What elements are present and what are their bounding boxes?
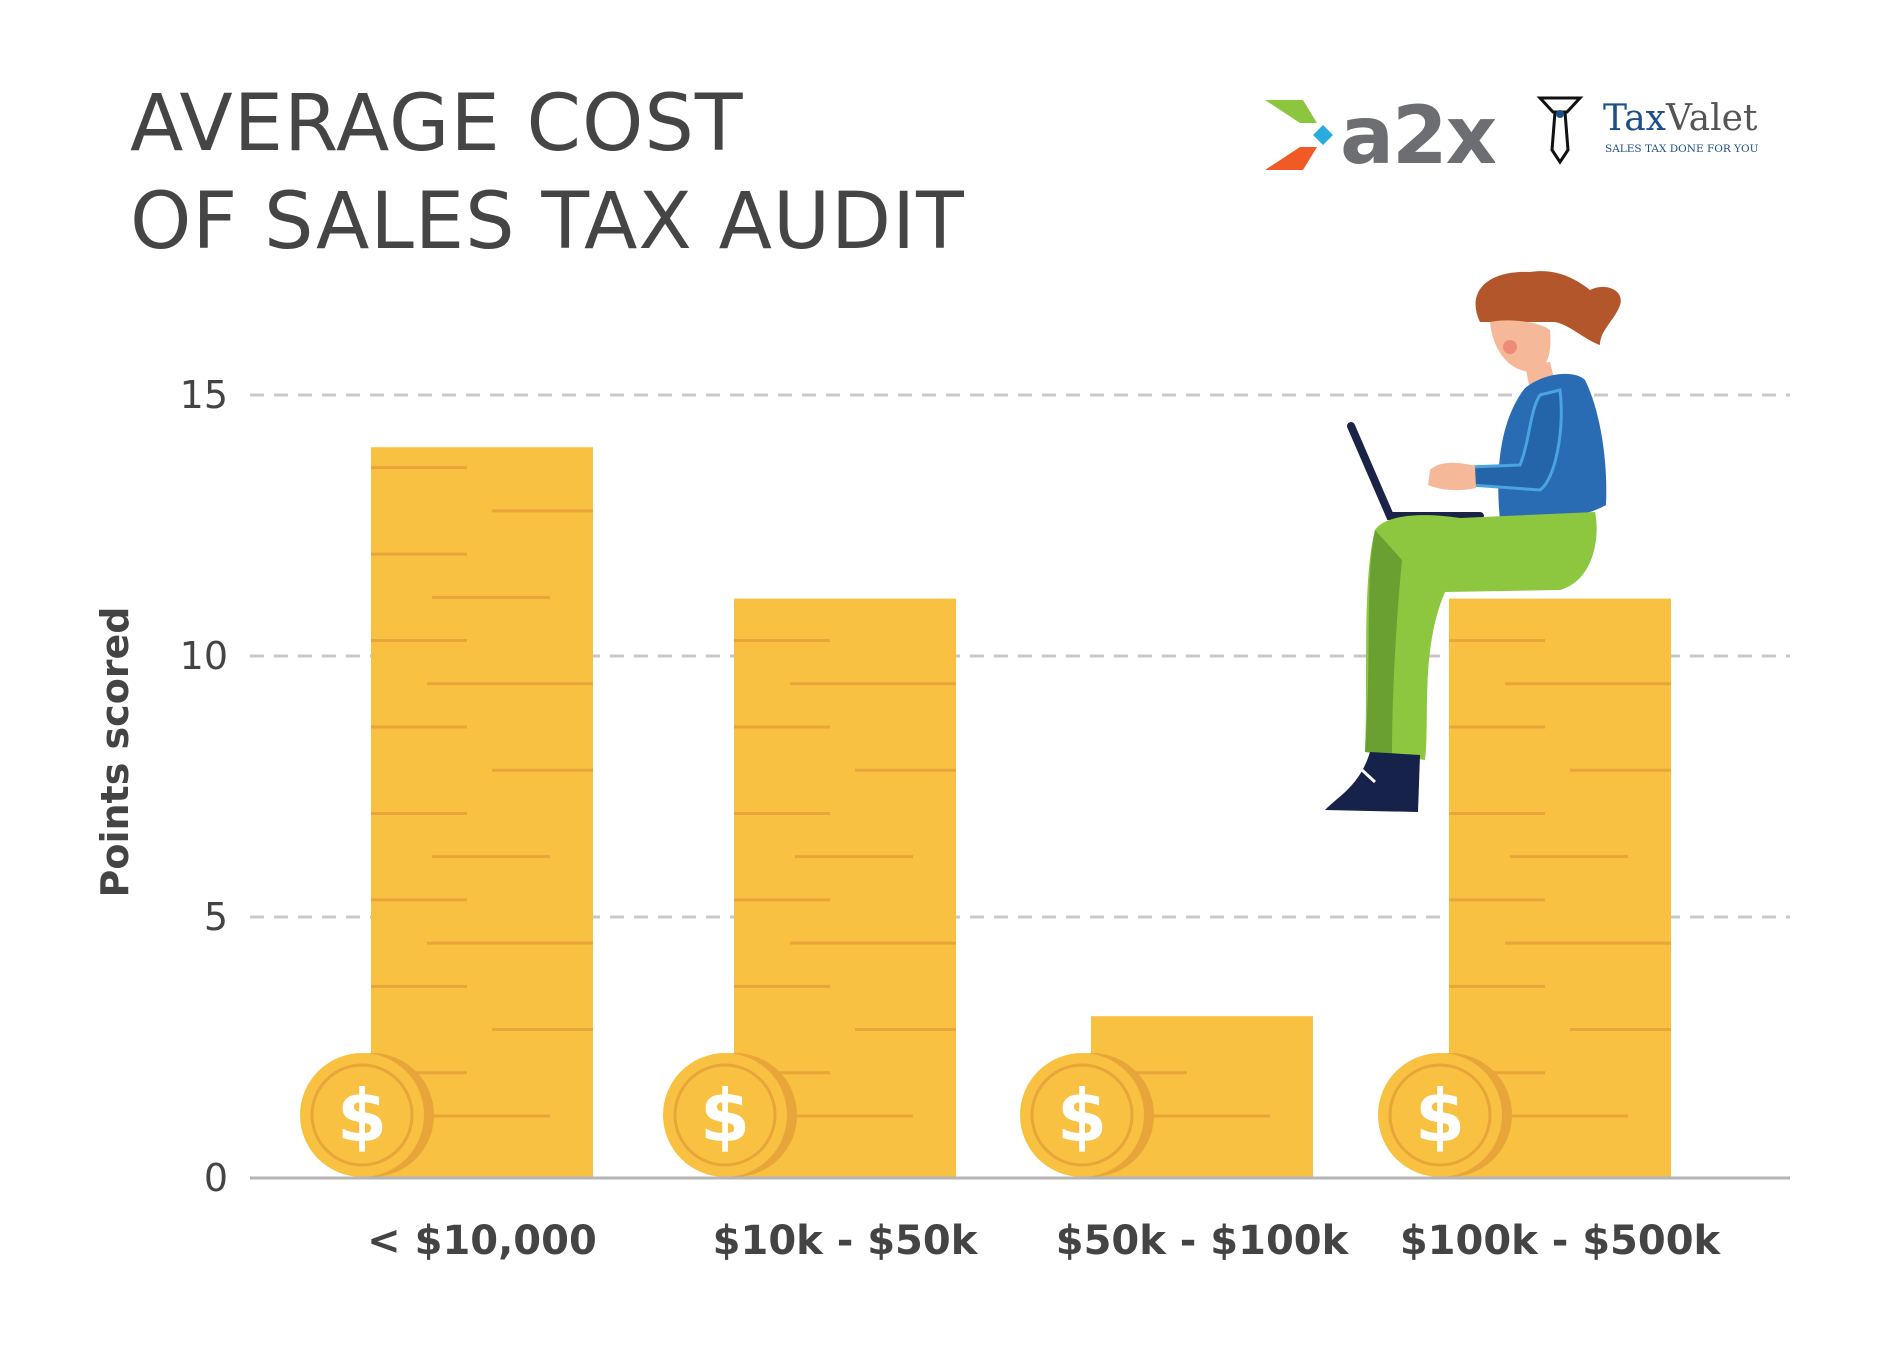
dollar-sign-icon: $ — [1057, 1074, 1107, 1158]
chart-title: AVERAGE COST OF SALES TAX AUDIT — [130, 75, 965, 271]
axes: 0 5 10 15 Points scored < $10,000 $10k - $50k $… — [93, 373, 1790, 1264]
x-category-label: $100k - $500k — [1400, 1218, 1722, 1264]
y-tick-label: 5 — [204, 895, 228, 939]
coin-icon — [1020, 1053, 1144, 1177]
coin-icon — [1378, 1053, 1502, 1177]
coin-ring — [673, 1063, 777, 1167]
y-tick-label: 10 — [180, 634, 228, 678]
dollar-sign-icon: $ — [700, 1074, 750, 1158]
tie-icon — [1536, 96, 1584, 165]
coin-ring — [310, 1063, 414, 1167]
a2x-logo-text: a2x — [1340, 95, 1495, 175]
bar-group: $ — [300, 447, 593, 1178]
svg-text:TaxValet: TaxValet — [1603, 98, 1758, 139]
y-tick-label: 0 — [204, 1156, 228, 1200]
woman-with-laptop-illustration — [1325, 271, 1621, 812]
x-category-label: $50k - $100k — [1056, 1218, 1350, 1264]
coin-icon — [300, 1053, 424, 1177]
dollar-sign-icon: $ — [337, 1074, 387, 1158]
a2x-logo-orange-shape — [1265, 147, 1317, 170]
taxvalet-name-tax: Tax — [1603, 98, 1666, 139]
taxvalet-name-valet: Valet — [1665, 98, 1758, 139]
x-category-label: $10k - $50k — [713, 1218, 979, 1264]
y-tick-label: 15 — [180, 373, 228, 417]
title-line-1: AVERAGE COST — [130, 79, 744, 169]
x-category-label: < $10,000 — [367, 1218, 597, 1264]
dollar-sign-icon: $ — [1415, 1074, 1465, 1158]
coin-icon — [663, 1053, 787, 1177]
y-axis-title: Points scored — [93, 606, 137, 897]
a2x-logo: a2x — [1265, 95, 1495, 175]
bar-group: $ — [663, 598, 956, 1178]
taxvalet-tagline: SALES TAX DONE FOR YOU — [1605, 143, 1759, 155]
coin-ring — [1030, 1063, 1134, 1167]
bar-group: $ — [1020, 1016, 1313, 1178]
title-line-2: OF SALES TAX AUDIT — [130, 177, 965, 267]
bar-group: $ — [1378, 598, 1671, 1178]
coin-ring — [1388, 1063, 1492, 1167]
bars: $ $ $ $ — [300, 447, 1671, 1178]
a2x-logo-green-shape — [1265, 100, 1317, 123]
taxvalet-logo: TaxValet SALES TAX DONE FOR YOU — [1536, 96, 1759, 165]
a2x-logo-blue-shape — [1313, 125, 1333, 145]
